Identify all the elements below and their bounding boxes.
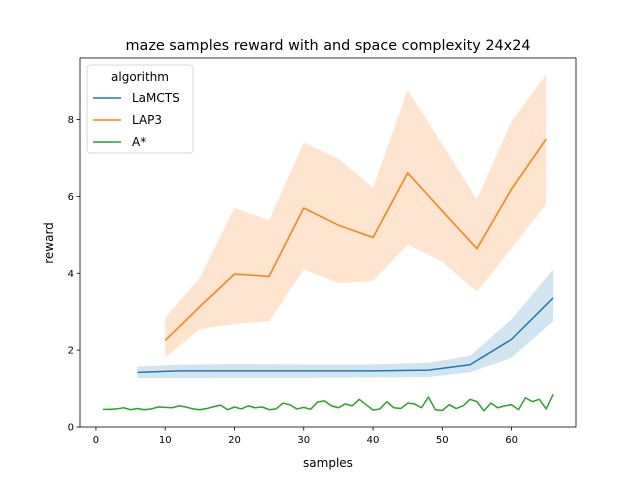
legend-label-astar: A* [132, 135, 146, 149]
y-axis-label: reward [42, 222, 56, 264]
x-tick-label: 40 [367, 435, 380, 446]
y-tick-label: 0 [68, 423, 74, 434]
x-tick-label: 10 [159, 435, 172, 446]
x-tick-label: 20 [228, 435, 241, 446]
series-lines [102, 138, 554, 412]
y-tick-label: 8 [68, 115, 74, 126]
series-line-lap3 [164, 138, 547, 342]
legend-box [86, 64, 194, 154]
x-axis-label: samples [303, 456, 353, 470]
y-tick-label: 4 [68, 269, 74, 280]
y-tick-label: 2 [68, 346, 74, 357]
series-line-lamcts [137, 297, 554, 374]
series-line-astar [102, 394, 554, 412]
x-tick-label: 30 [297, 435, 310, 446]
band-lap3 [165, 74, 547, 358]
legend-label-lamcts: LaMCTS [132, 91, 180, 105]
x-axis: 0 10 20 30 40 50 60 [93, 427, 518, 446]
plot-frame [79, 57, 577, 428]
legend-label-lap3: LAP3 [132, 113, 162, 127]
legend: algorithm LaMCTS LAP3 A* [86, 64, 194, 154]
y-axis: 0 2 4 6 8 [68, 115, 80, 434]
y-tick-label: 6 [68, 192, 74, 203]
chart-title: maze samples reward with and space compl… [125, 38, 530, 54]
x-tick-label: 60 [505, 435, 518, 446]
confidence-bands [137, 74, 554, 379]
legend-title: algorithm [111, 70, 169, 84]
legend-items: LaMCTS LAP3 A* [93, 91, 180, 149]
x-tick-label: 0 [93, 435, 99, 446]
x-tick-label: 50 [436, 435, 449, 446]
band-lamcts [137, 269, 554, 379]
